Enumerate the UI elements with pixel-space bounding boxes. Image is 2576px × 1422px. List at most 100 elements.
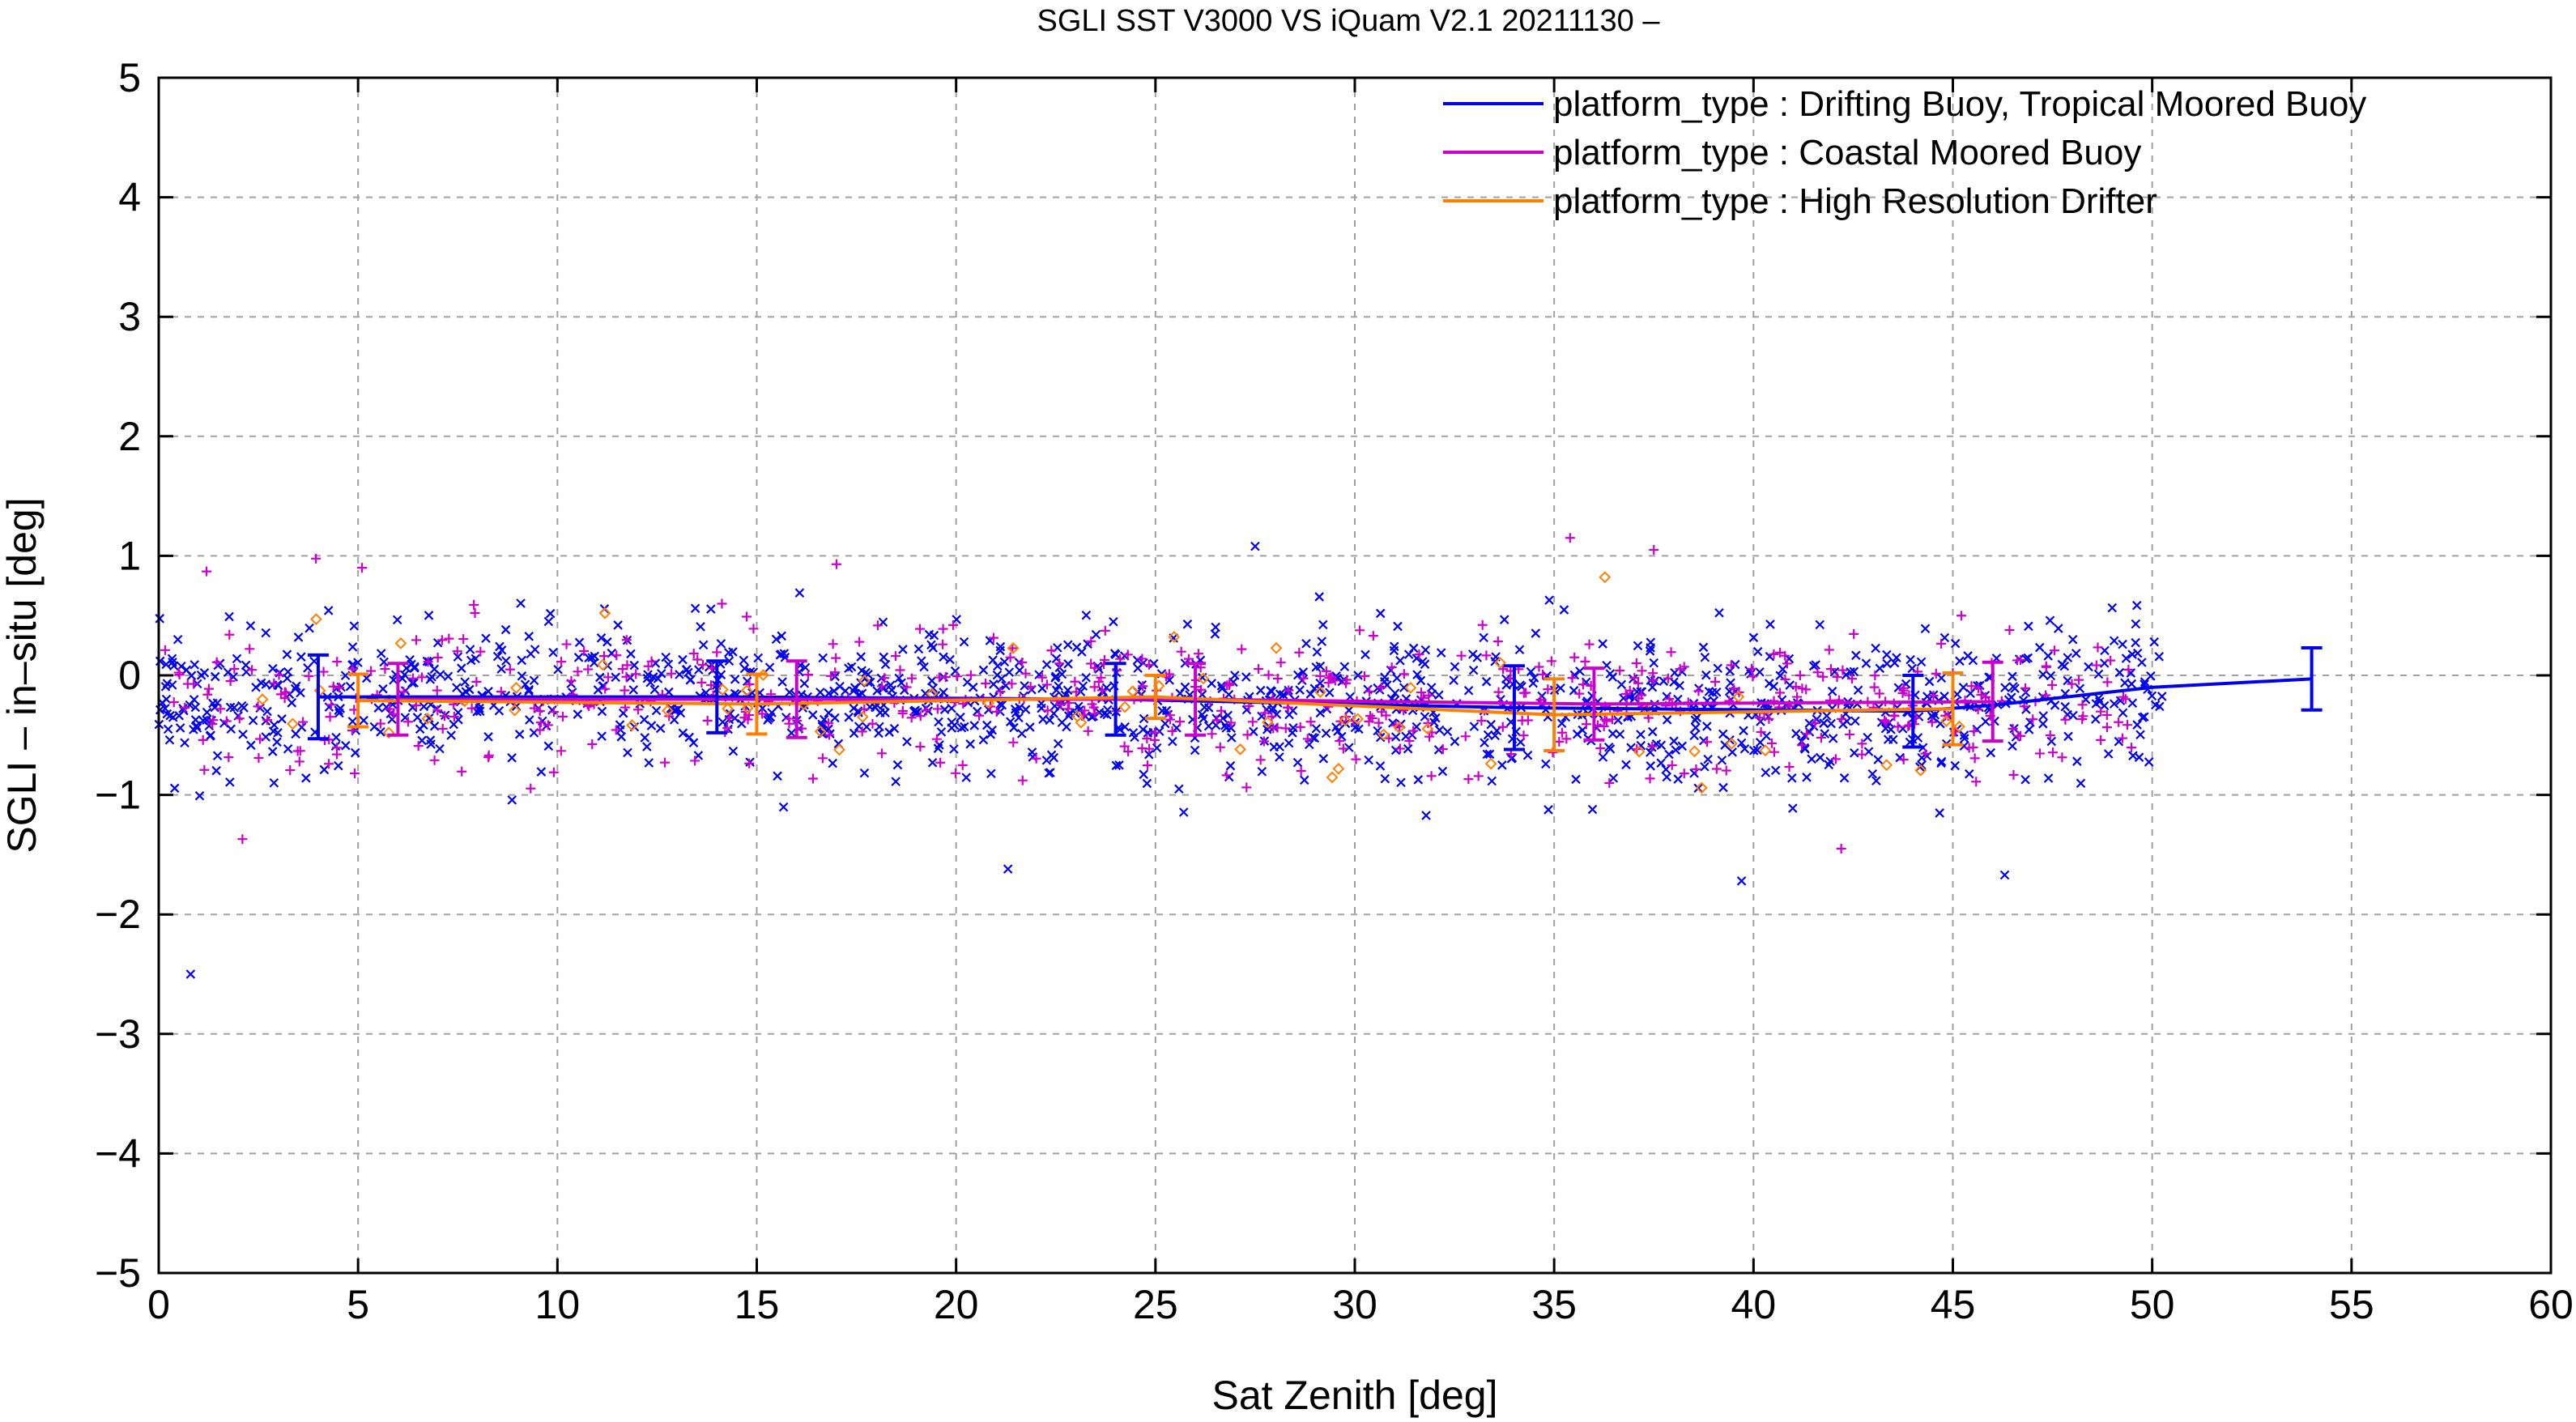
data-point	[1601, 716, 1612, 726]
data-point	[1197, 672, 1210, 685]
y-tick-label: 5	[118, 55, 141, 100]
data-point	[2154, 652, 2164, 662]
data-point	[1569, 652, 1580, 662]
data-point	[583, 664, 594, 675]
data-point	[2057, 752, 2067, 763]
data-point	[1845, 729, 1855, 739]
data-point	[452, 646, 462, 657]
data-point	[959, 636, 969, 647]
data-point	[465, 645, 475, 654]
data-point	[2067, 634, 2078, 645]
data-point	[675, 670, 684, 679]
data-point	[1808, 661, 1819, 671]
data-point	[1164, 669, 1174, 679]
data-point	[2106, 655, 2116, 666]
data-point	[1168, 736, 1177, 747]
data-point	[1812, 667, 1823, 678]
data-point	[1196, 684, 1207, 695]
data-point	[1130, 732, 1139, 743]
x-tick-label: 35	[1531, 1282, 1577, 1327]
data-point	[1578, 725, 1587, 735]
data-point	[1355, 625, 1365, 636]
data-point	[1399, 669, 1409, 679]
data-point	[1892, 653, 1901, 662]
data-point	[1727, 747, 1737, 757]
data-point	[706, 604, 716, 614]
data-point	[1700, 652, 1710, 662]
data-point	[1662, 715, 1672, 725]
data-point	[1426, 683, 1437, 692]
data-point	[1296, 766, 1306, 777]
data-point	[1317, 636, 1327, 646]
y-tick-label: −5	[95, 1250, 141, 1296]
data-point	[1791, 729, 1801, 739]
legend-label: platform_type : High Resolution Drifter	[1553, 181, 2157, 221]
data-point	[1815, 752, 1825, 763]
data-point	[1123, 747, 1134, 757]
data-point	[272, 737, 282, 747]
data-point	[446, 730, 456, 740]
data-point	[1143, 728, 1153, 738]
data-point	[1292, 757, 1303, 768]
data-point	[1305, 689, 1316, 699]
data-point	[1584, 639, 1595, 649]
data-point	[880, 708, 890, 717]
data-point	[436, 635, 447, 645]
data-point	[1931, 668, 1941, 679]
data-point	[1721, 765, 1731, 776]
data-point	[1007, 641, 1020, 654]
data-point	[232, 654, 242, 664]
data-point	[1479, 632, 1488, 643]
data-point	[1152, 743, 1162, 753]
data-point	[2024, 621, 2033, 632]
data-point	[1395, 655, 1405, 666]
data-point	[988, 632, 998, 643]
data-point	[167, 654, 177, 664]
data-point	[986, 730, 996, 739]
data-point	[739, 663, 750, 674]
data-point	[948, 619, 959, 630]
data-point	[773, 771, 782, 781]
data-point	[597, 731, 607, 741]
data-point	[2121, 654, 2131, 663]
data-point	[1234, 743, 1246, 756]
data-point	[1174, 717, 1185, 727]
data-point	[1294, 647, 1305, 658]
data-point	[529, 675, 539, 685]
data-point	[1081, 610, 1092, 620]
data-point	[1412, 670, 1422, 679]
data-point	[1713, 663, 1723, 674]
data-point	[717, 598, 727, 609]
data-point	[1822, 711, 1832, 721]
data-point	[1227, 733, 1237, 743]
data-point	[1615, 666, 1625, 676]
data-point	[392, 615, 402, 625]
data-point	[2144, 757, 2154, 767]
data-point	[2050, 700, 2060, 710]
data-point	[1437, 766, 1448, 777]
data-point	[2063, 731, 2073, 742]
data-point	[1675, 680, 1684, 691]
data-point	[359, 715, 368, 726]
data-point	[1748, 671, 1758, 682]
data-point	[1752, 646, 1763, 657]
data-point	[207, 718, 218, 729]
data-point	[1903, 721, 1914, 731]
data-point	[2134, 752, 2144, 762]
data-point	[261, 716, 271, 726]
data-point	[849, 686, 858, 696]
data-point	[2075, 683, 2085, 694]
data-point	[730, 675, 740, 684]
data-point	[475, 706, 485, 717]
data-point	[1377, 707, 1387, 717]
data-point	[1298, 667, 1309, 677]
data-point	[475, 646, 486, 657]
data-point	[724, 656, 734, 666]
data-point	[1538, 669, 1548, 679]
data-point	[1393, 621, 1403, 632]
data-point	[1804, 718, 1815, 728]
data-point	[907, 673, 917, 683]
data-point	[960, 722, 969, 732]
data-point	[1094, 707, 1105, 717]
data-point	[1351, 754, 1361, 764]
